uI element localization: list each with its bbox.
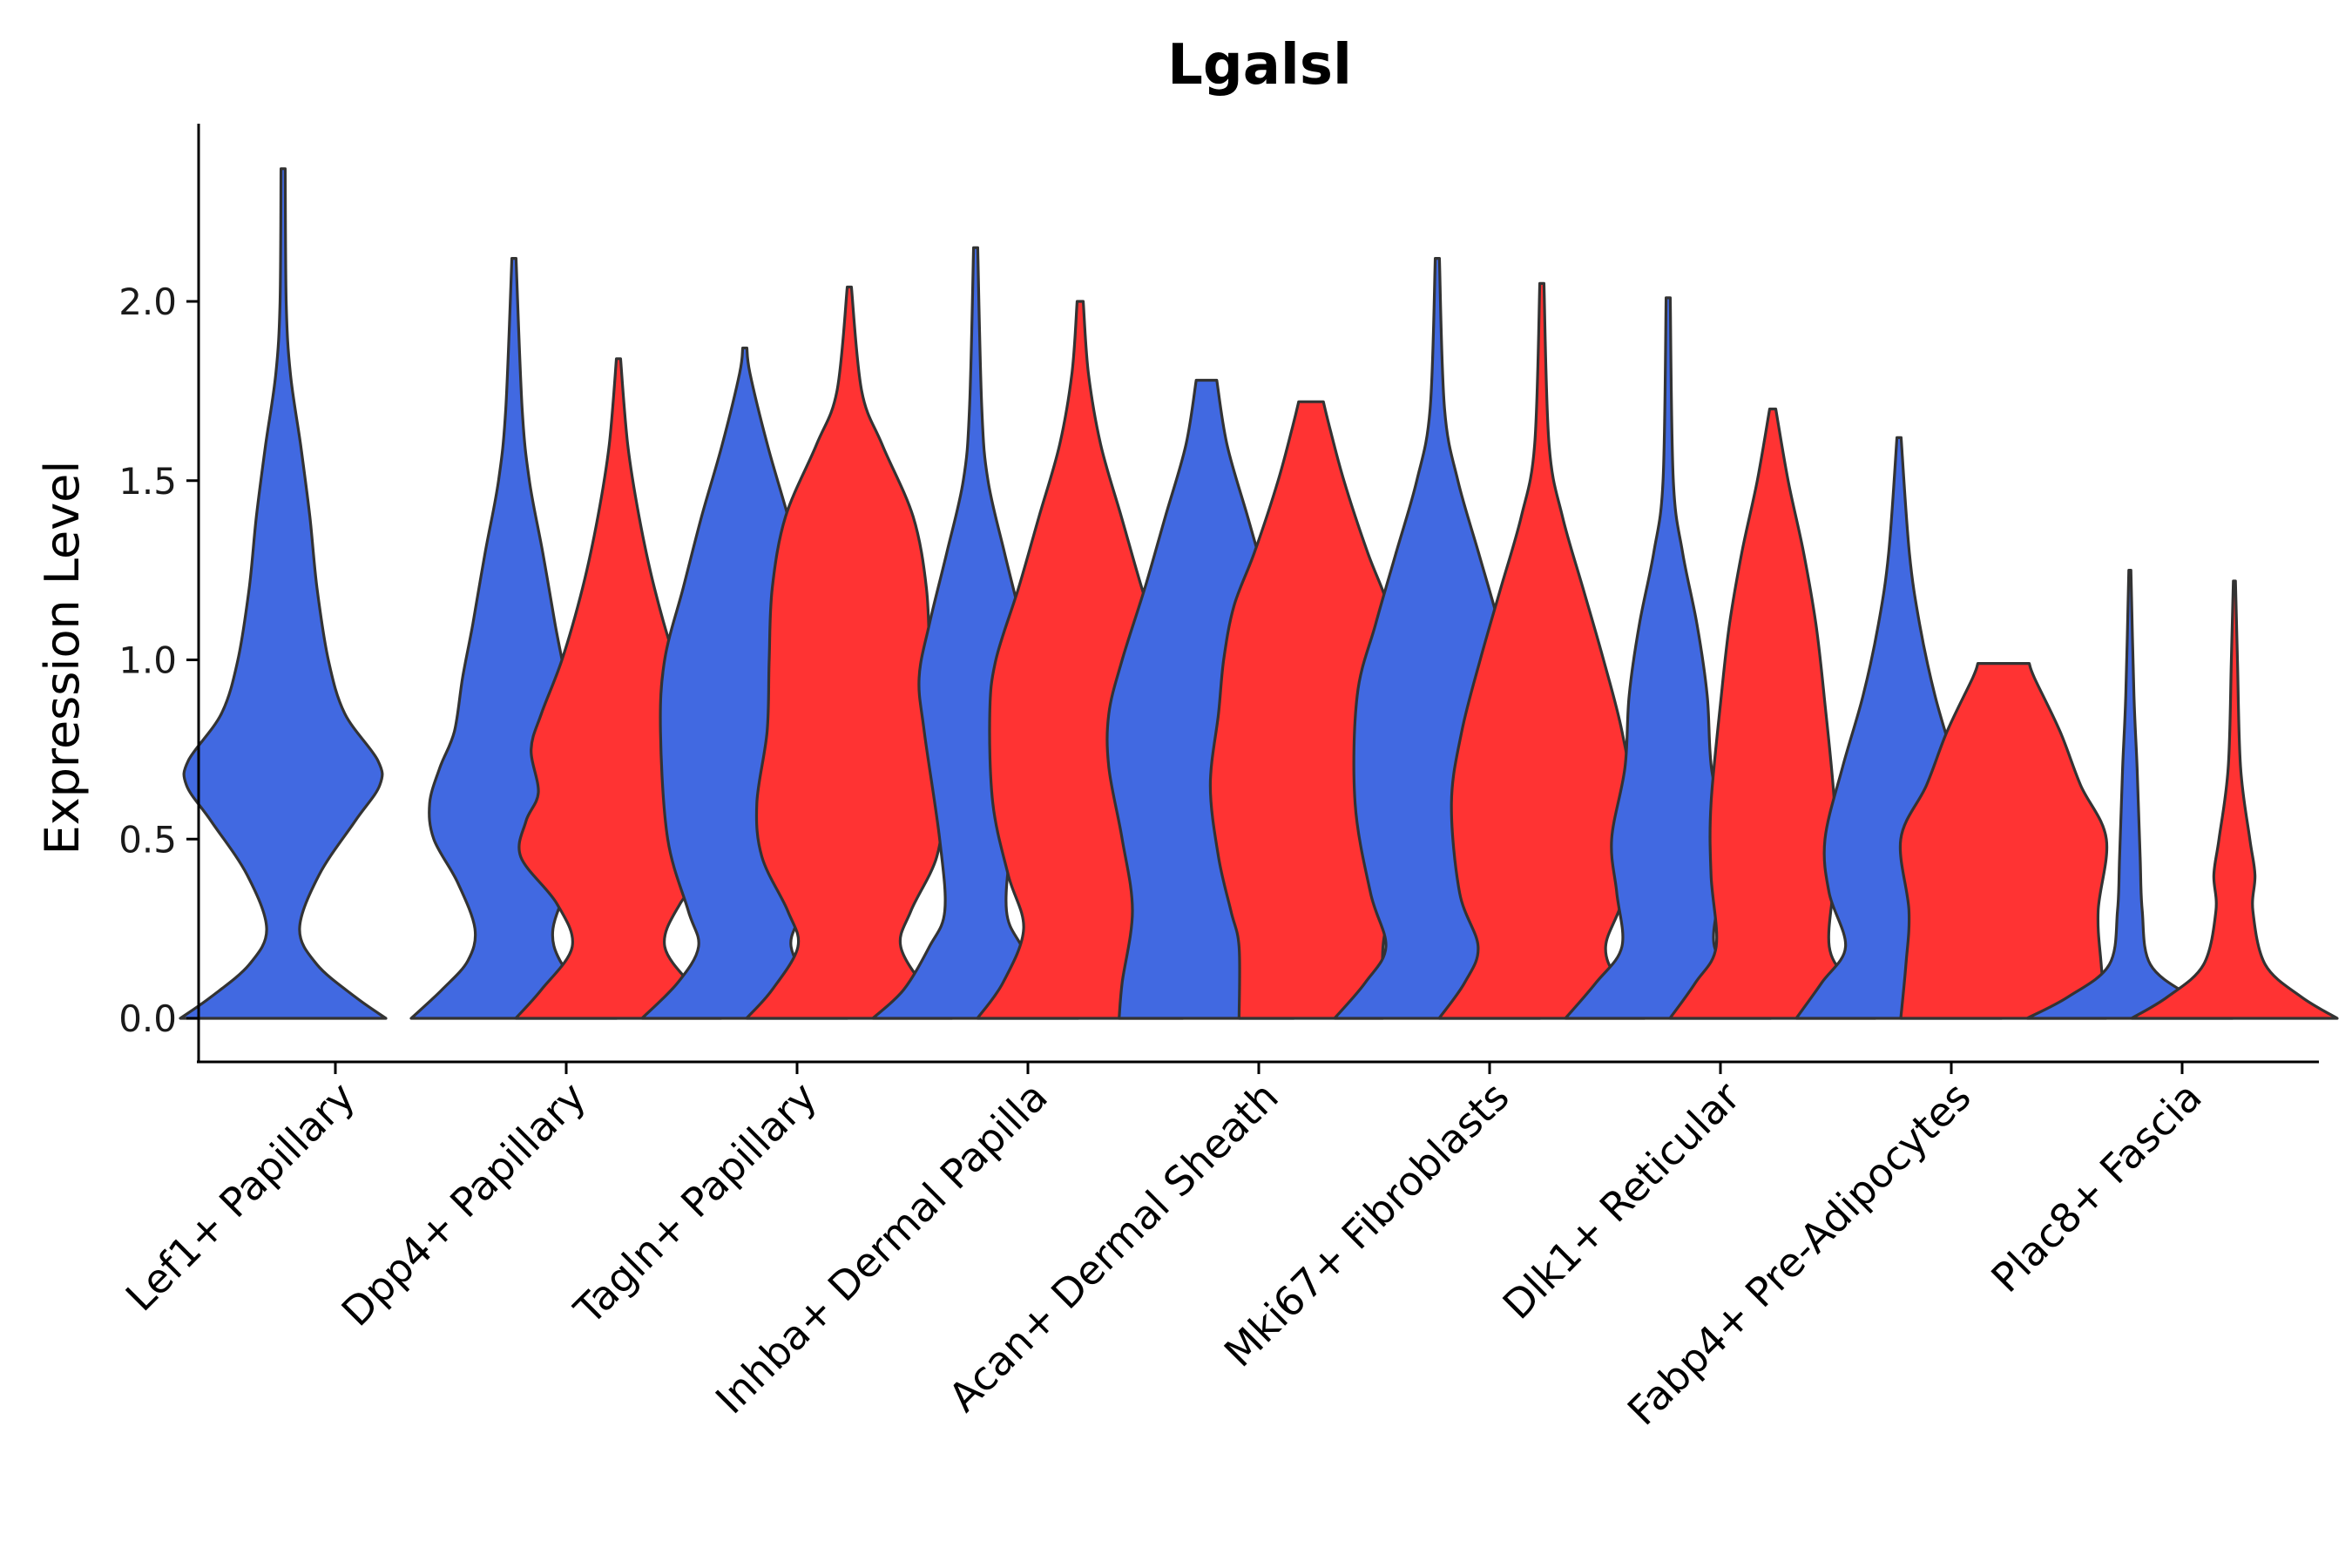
chart-title: Lgalsl [1167,33,1352,98]
x-tick-label: Dlk1+ Reticular [1494,1073,1749,1328]
x-tick-label: Dpp4+ Papillary [333,1073,595,1335]
violin-red [2130,579,2339,1020]
violin-blue [179,167,388,1020]
y-ticks: 0.0 0.5 1.0 1.5 2.0 [118,280,199,1040]
y-tick-label: 1.5 [118,460,177,503]
x-tick-label: Lef1+ Papillary [117,1073,364,1321]
x-tick-label: Plac8+ Fascia [1982,1073,2210,1301]
y-axis-label: Expression Level [35,461,90,855]
violin-blue [2025,569,2234,1020]
y-tick-label: 0.5 [118,818,177,861]
y-tick-label: 2.0 [118,280,177,323]
x-tick-label: Tagln+ Papillary [564,1073,826,1335]
violin-red [1898,662,2109,1020]
y-tick-label: 0.0 [118,997,177,1040]
y-tick-label: 1.0 [118,639,177,682]
violin-group [179,167,2339,1020]
